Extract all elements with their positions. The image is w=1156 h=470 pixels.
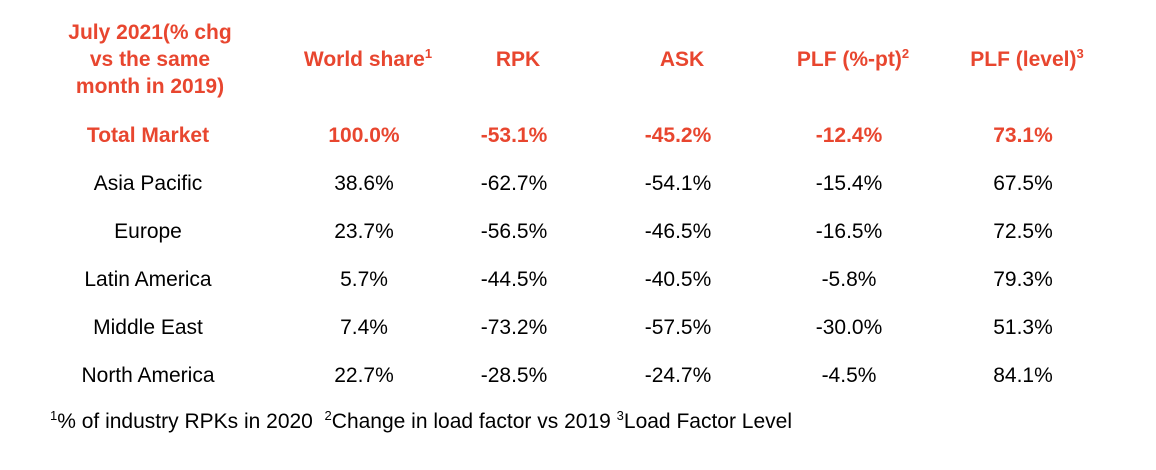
- plf-pt-footnote-mark: 2: [901, 45, 910, 61]
- plf-pt-header: PLF (%-pt)2: [764, 46, 942, 73]
- period-header-line1: July 2021(% chg: [68, 20, 232, 44]
- rpk-cell: -53.1%: [480, 124, 548, 147]
- region-cell: Europe: [114, 220, 182, 243]
- footnote-1-text: % of industry RPKs in 2020: [57, 410, 313, 433]
- world-share-cell: 7.4%: [340, 316, 388, 339]
- plf-pt-cell: -15.4%: [815, 172, 883, 195]
- plf-pt-cell: -16.5%: [815, 220, 883, 243]
- plf-level-cell: 84.1%: [993, 364, 1053, 387]
- world-share-cell: 22.7%: [334, 364, 394, 387]
- plf-level-header-label: PLF (level): [970, 47, 1077, 71]
- footnote-3-mark: 3: [616, 408, 624, 423]
- rpk-cell: -62.7%: [480, 172, 548, 195]
- ask-cell: -57.5%: [644, 316, 712, 339]
- ask-cell: -45.2%: [644, 124, 712, 147]
- world-share-header: World share1: [300, 46, 436, 73]
- table-row: North America 22.7% -28.5% -24.7% -4.5% …: [0, 352, 1156, 400]
- region-cell: Middle East: [93, 316, 203, 339]
- plf-pt-cell: -5.8%: [821, 268, 877, 291]
- ask-cell: -24.7%: [644, 364, 712, 387]
- table-row: Asia Pacific 38.6% -62.7% -54.1% -15.4% …: [0, 160, 1156, 208]
- world-share-cell: 38.6%: [334, 172, 394, 195]
- world-share-header-label: World share: [303, 47, 425, 71]
- footnote-2-text: Change in load factor vs 2019: [331, 410, 611, 433]
- table-row: Europe 23.7% -56.5% -46.5% -16.5% 72.5%: [0, 208, 1156, 256]
- world-share-cell: 23.7%: [334, 220, 394, 243]
- region-cell: Latin America: [84, 268, 212, 291]
- traffic-table: July 2021(% chg vs the same month in 201…: [0, 0, 1156, 400]
- plf-pt-header-label: PLF (%-pt): [796, 47, 902, 71]
- footnote-1-mark: 1: [50, 408, 58, 423]
- rpk-cell: -28.5%: [480, 364, 548, 387]
- period-header-line2: vs the same: [89, 47, 211, 71]
- footnote-3-text: Load Factor Level: [623, 410, 792, 433]
- region-cell: North America: [81, 364, 215, 387]
- plf-pt-cell: -30.0%: [815, 316, 883, 339]
- period-header-line3: month in 2019): [75, 74, 225, 98]
- plf-level-cell: 72.5%: [993, 220, 1053, 243]
- total-market-row: Total Market 100.0% -53.1% -45.2% -12.4%…: [0, 112, 1156, 160]
- plf-pt-cell: -4.5%: [821, 364, 877, 387]
- table-row: Middle East 7.4% -73.2% -57.5% -30.0% 51…: [0, 304, 1156, 352]
- header-row: July 2021(% chg vs the same month in 201…: [0, 0, 1156, 112]
- plf-level-cell: 51.3%: [993, 316, 1053, 339]
- world-share-footnote-mark: 1: [424, 45, 433, 61]
- footnote-2-mark: 2: [324, 408, 332, 423]
- table-row: Latin America 5.7% -44.5% -40.5% -5.8% 7…: [0, 256, 1156, 304]
- period-header: July 2021(% chg vs the same month in 201…: [0, 19, 300, 100]
- ask-header: ASK: [659, 47, 705, 71]
- rpk-cell: -56.5%: [480, 220, 548, 243]
- plf-level-cell: 73.1%: [993, 124, 1053, 147]
- rpk-header: RPK: [495, 47, 541, 71]
- region-cell: Total Market: [86, 124, 210, 147]
- ask-cell: -54.1%: [644, 172, 712, 195]
- plf-level-cell: 67.5%: [993, 172, 1053, 195]
- world-share-cell: 5.7%: [340, 268, 388, 291]
- plf-level-cell: 79.3%: [993, 268, 1053, 291]
- world-share-cell: 100.0%: [328, 124, 400, 147]
- plf-level-header: PLF (level)3: [942, 46, 1112, 73]
- footnotes: 1% of industry RPKs in 2020 2Change in l…: [50, 408, 792, 434]
- rpk-cell: -44.5%: [480, 268, 548, 291]
- plf-level-footnote-mark: 3: [1076, 45, 1084, 61]
- ask-cell: -40.5%: [644, 268, 712, 291]
- plf-pt-cell: -12.4%: [815, 124, 883, 147]
- region-cell: Asia Pacific: [93, 172, 203, 195]
- rpk-cell: -73.2%: [480, 316, 548, 339]
- ask-cell: -46.5%: [644, 220, 712, 243]
